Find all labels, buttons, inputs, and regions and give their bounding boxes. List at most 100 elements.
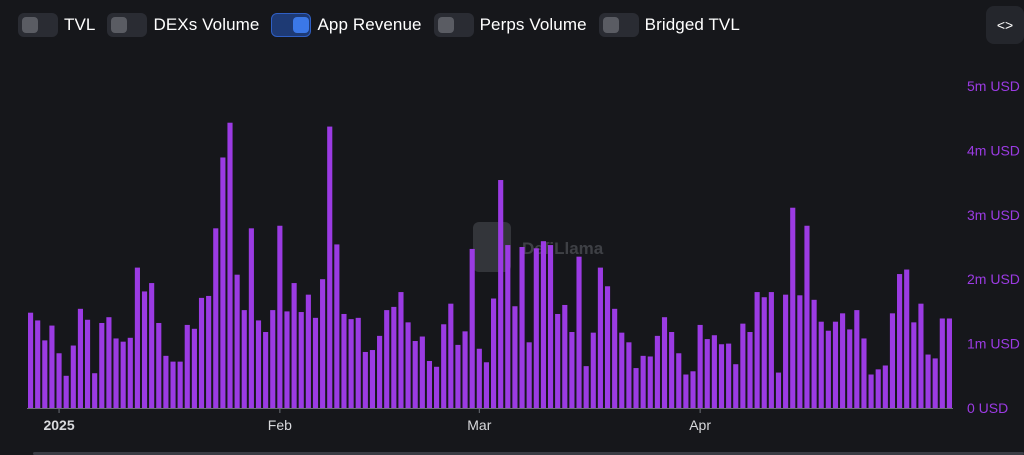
bar[interactable] <box>832 321 839 408</box>
bar[interactable] <box>156 322 162 408</box>
bar[interactable] <box>476 348 482 408</box>
bar[interactable] <box>555 313 561 408</box>
bar[interactable] <box>697 324 703 408</box>
bar[interactable] <box>889 313 896 408</box>
bar[interactable] <box>28 312 34 408</box>
bar[interactable] <box>42 340 48 408</box>
bar[interactable] <box>398 292 404 408</box>
bar[interactable] <box>241 310 247 408</box>
bar[interactable] <box>704 339 710 408</box>
bar[interactable] <box>540 241 546 408</box>
bar[interactable] <box>113 338 119 408</box>
bar[interactable] <box>491 298 497 408</box>
bar[interactable] <box>590 332 596 408</box>
bar[interactable] <box>391 306 397 408</box>
bar[interactable] <box>690 371 696 408</box>
bar[interactable] <box>455 344 461 408</box>
bar[interactable] <box>604 286 611 408</box>
embed-code-button[interactable]: <> <box>986 6 1024 44</box>
bar[interactable] <box>875 369 881 408</box>
bar[interactable] <box>904 269 910 408</box>
bar[interactable] <box>248 228 254 408</box>
bar[interactable] <box>754 292 760 408</box>
bar[interactable] <box>198 297 205 408</box>
bar[interactable] <box>348 319 354 408</box>
toggle-dexs-volume[interactable]: DEXs Volume <box>107 13 259 37</box>
bar[interactable] <box>726 343 732 408</box>
bar[interactable] <box>683 374 689 408</box>
bar[interactable] <box>469 248 475 408</box>
bar[interactable] <box>291 283 297 408</box>
bar[interactable] <box>612 308 618 408</box>
bar[interactable] <box>840 313 846 408</box>
bar[interactable] <box>498 180 504 408</box>
bar[interactable] <box>127 337 133 408</box>
bar[interactable] <box>263 332 269 408</box>
bar[interactable] <box>583 366 589 408</box>
bar[interactable] <box>341 313 347 408</box>
switch-perps-volume[interactable] <box>433 13 474 37</box>
bar[interactable] <box>377 335 383 408</box>
bar[interactable] <box>77 308 83 408</box>
bar[interactable] <box>811 299 817 408</box>
bar[interactable] <box>775 372 782 408</box>
bar[interactable] <box>384 310 390 408</box>
bar[interactable] <box>441 324 447 408</box>
bar[interactable] <box>434 366 440 408</box>
bar[interactable] <box>619 332 625 408</box>
bar[interactable] <box>149 283 155 408</box>
bar[interactable] <box>99 322 105 408</box>
bar[interactable] <box>533 248 539 408</box>
bar[interactable] <box>49 325 55 408</box>
bar[interactable] <box>134 267 140 408</box>
bar[interactable] <box>526 342 532 408</box>
bar[interactable] <box>897 274 903 408</box>
bar[interactable] <box>768 292 774 408</box>
bar[interactable] <box>298 312 304 408</box>
bar[interactable] <box>868 374 874 408</box>
bar[interactable] <box>141 291 148 408</box>
bar[interactable] <box>790 207 796 408</box>
bar[interactable] <box>733 364 739 408</box>
switch-tvl[interactable] <box>18 13 58 37</box>
bar[interactable] <box>362 351 368 408</box>
bar[interactable] <box>825 330 831 408</box>
bar[interactable] <box>312 317 319 408</box>
bar[interactable] <box>562 304 568 408</box>
switch-dexs-volume[interactable] <box>107 13 148 37</box>
toggle-app-revenue[interactable]: App Revenue <box>271 13 421 37</box>
bar[interactable] <box>597 267 603 408</box>
bar[interactable] <box>63 375 69 408</box>
bar[interactable] <box>320 279 326 408</box>
bar[interactable] <box>483 362 489 408</box>
bar[interactable] <box>761 297 767 408</box>
bar[interactable] <box>163 355 169 408</box>
bar[interactable] <box>355 317 361 408</box>
bar[interactable] <box>661 317 668 408</box>
bar[interactable] <box>918 303 924 408</box>
bar[interactable] <box>184 324 190 408</box>
toggle-perps-volume[interactable]: Perps Volume <box>433 13 587 37</box>
bar[interactable] <box>170 361 176 408</box>
bar[interactable] <box>747 332 753 408</box>
bar[interactable] <box>847 329 853 408</box>
bar[interactable] <box>854 310 860 408</box>
bar[interactable] <box>647 356 653 408</box>
bar[interactable] <box>255 320 262 408</box>
bar[interactable] <box>327 126 333 408</box>
bar[interactable] <box>932 358 938 408</box>
horizontal-scrollbar[interactable] <box>33 452 1024 455</box>
bar[interactable] <box>305 294 311 408</box>
bar[interactable] <box>448 303 454 408</box>
bar[interactable] <box>405 322 411 408</box>
bar[interactable] <box>419 336 425 408</box>
bar[interactable] <box>718 344 725 408</box>
bar[interactable] <box>213 228 219 408</box>
bar[interactable] <box>191 328 197 408</box>
bar[interactable] <box>576 256 582 408</box>
bar[interactable] <box>120 341 126 408</box>
bar[interactable] <box>177 361 183 408</box>
bar[interactable] <box>35 320 41 408</box>
switch-app-revenue[interactable] <box>271 13 312 37</box>
bar[interactable] <box>334 244 340 408</box>
